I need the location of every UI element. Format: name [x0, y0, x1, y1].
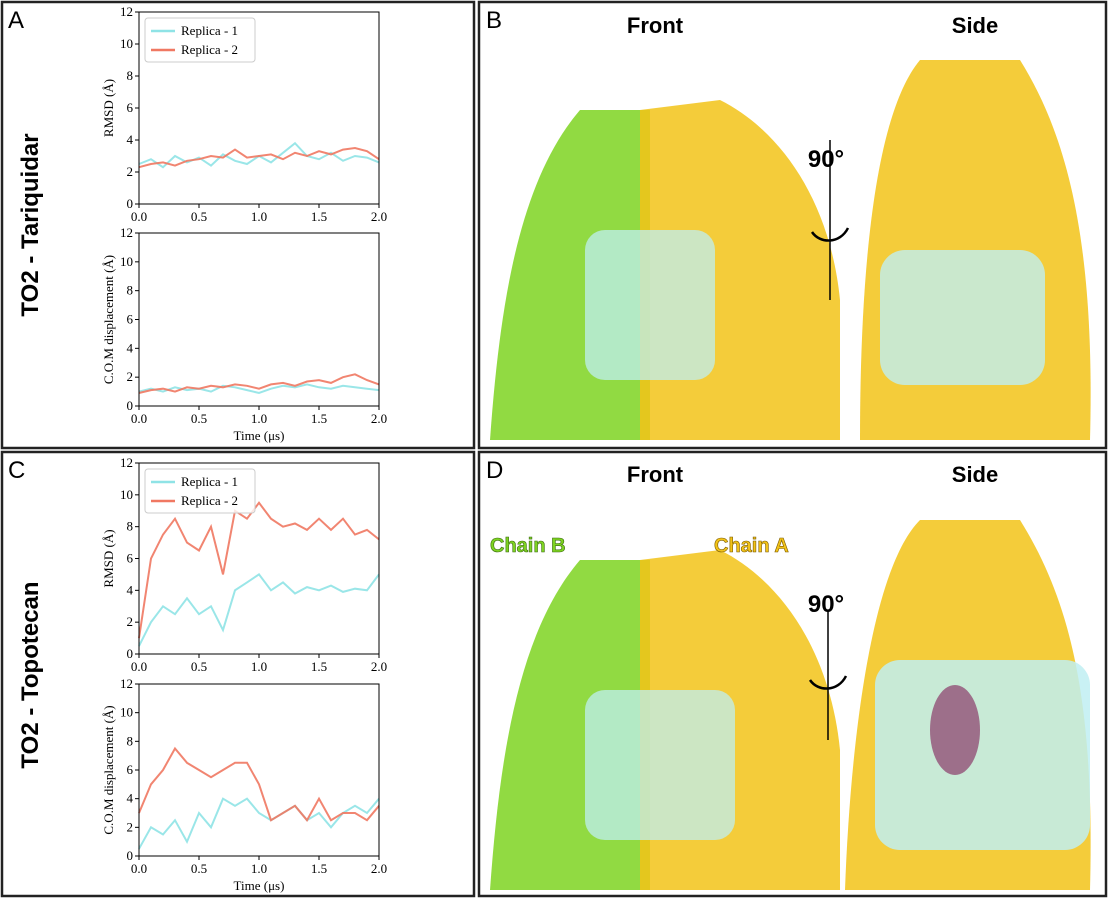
x-tick-label: 2.0 — [371, 861, 387, 876]
x-axis-label: Time (μs) — [234, 428, 285, 443]
y-tick-label: 8 — [127, 733, 134, 748]
y-tick-label: 10 — [120, 705, 133, 720]
y-tick-label: 4 — [127, 791, 134, 806]
y-tick-label: 0 — [127, 646, 134, 661]
y-tick-label: 4 — [127, 582, 134, 597]
y-tick-label: 2 — [127, 614, 134, 629]
x-tick-label: 0.5 — [191, 861, 207, 876]
data-line — [138, 501, 380, 639]
panel-label: A — [8, 7, 24, 34]
y-axis-label: C.O.M displacement (Å) — [101, 705, 116, 834]
plot-frame — [138, 462, 380, 655]
data-line — [138, 146, 380, 169]
y-tick-label: 8 — [127, 68, 134, 83]
protein-render-d — [490, 520, 1091, 890]
y-tick-label: 4 — [127, 132, 134, 147]
y-tick-label: 4 — [127, 340, 134, 355]
y-tick-label: 10 — [120, 36, 133, 51]
x-tick-label: 1.0 — [251, 659, 267, 674]
protein-render-b — [490, 60, 1091, 440]
data-line — [138, 373, 380, 394]
y-tick-label: 6 — [127, 100, 134, 115]
panel-label: C — [8, 457, 25, 484]
y-tick-label: 12 — [120, 4, 133, 19]
panel-label: D — [486, 457, 503, 484]
x-tick-label: 1.5 — [311, 659, 327, 674]
x-tick-label: 0.5 — [191, 659, 207, 674]
x-tick-label: 1.5 — [311, 861, 327, 876]
y-tick-label: 8 — [127, 283, 134, 298]
legend-label: Replica - 2 — [181, 493, 238, 508]
legend-label: Replica - 1 — [181, 23, 238, 38]
y-tick-label: 0 — [127, 398, 134, 413]
x-axis-label: Time (μs) — [234, 878, 285, 893]
legend-label: Replica - 1 — [181, 474, 238, 489]
x-tick-label: 0.0 — [131, 209, 147, 224]
view-label: Side — [952, 462, 998, 487]
plot-frame — [138, 11, 380, 205]
y-tick-label: 2 — [127, 369, 134, 384]
view-label: Side — [952, 13, 998, 38]
rotation-label: 90° — [808, 591, 844, 618]
data-line — [138, 797, 380, 850]
chain-label: Chain B — [490, 535, 566, 557]
y-tick-label: 0 — [127, 196, 134, 211]
y-tick-label: 8 — [127, 519, 134, 534]
y-tick-label: 2 — [127, 164, 134, 179]
x-tick-label: 2.0 — [371, 411, 387, 426]
legend-label: Replica - 2 — [181, 42, 238, 57]
x-tick-label: 1.0 — [251, 861, 267, 876]
y-tick-label: 0 — [127, 848, 134, 863]
y-axis-label: C.O.M displacement (Å) — [101, 255, 116, 384]
panel-frame — [0, 0, 476, 450]
view-label: Front — [627, 462, 684, 487]
x-tick-label: 0.0 — [131, 861, 147, 876]
y-axis-label: RMSD (Å) — [101, 529, 116, 587]
x-tick-label: 1.5 — [311, 411, 327, 426]
y-axis-label: RMSD (Å) — [101, 79, 116, 137]
rotation-label: 90° — [808, 146, 844, 173]
x-tick-label: 0.0 — [131, 411, 147, 426]
panel-frame — [477, 0, 1108, 450]
x-tick-label: 2.0 — [371, 209, 387, 224]
plot-frame — [138, 683, 380, 857]
row-title: TO2 - Topotecan — [17, 581, 44, 768]
view-label: Front — [627, 13, 684, 38]
data-line — [138, 573, 380, 647]
data-line — [138, 746, 380, 822]
panel-frame — [0, 450, 476, 898]
y-tick-label: 10 — [120, 254, 133, 269]
x-tick-label: 0.0 — [131, 659, 147, 674]
y-tick-label: 10 — [120, 487, 133, 502]
y-tick-label: 12 — [120, 676, 133, 691]
x-tick-label: 0.5 — [191, 209, 207, 224]
y-tick-label: 12 — [120, 225, 133, 240]
row-title: TO2 - Tariquidar — [17, 133, 44, 316]
x-tick-label: 1.0 — [251, 411, 267, 426]
x-tick-label: 1.5 — [311, 209, 327, 224]
y-tick-label: 6 — [127, 551, 134, 566]
panel-label: B — [486, 7, 502, 34]
panel-frame — [477, 450, 1108, 898]
y-tick-label: 6 — [127, 762, 134, 777]
x-tick-label: 2.0 — [371, 659, 387, 674]
x-tick-label: 1.0 — [251, 209, 267, 224]
plot-frame — [138, 232, 380, 407]
y-tick-label: 6 — [127, 312, 134, 327]
x-tick-label: 0.5 — [191, 411, 207, 426]
chain-label: Chain A — [714, 535, 789, 557]
y-tick-label: 2 — [127, 819, 134, 834]
data-line — [138, 383, 380, 395]
y-tick-label: 12 — [120, 455, 133, 470]
